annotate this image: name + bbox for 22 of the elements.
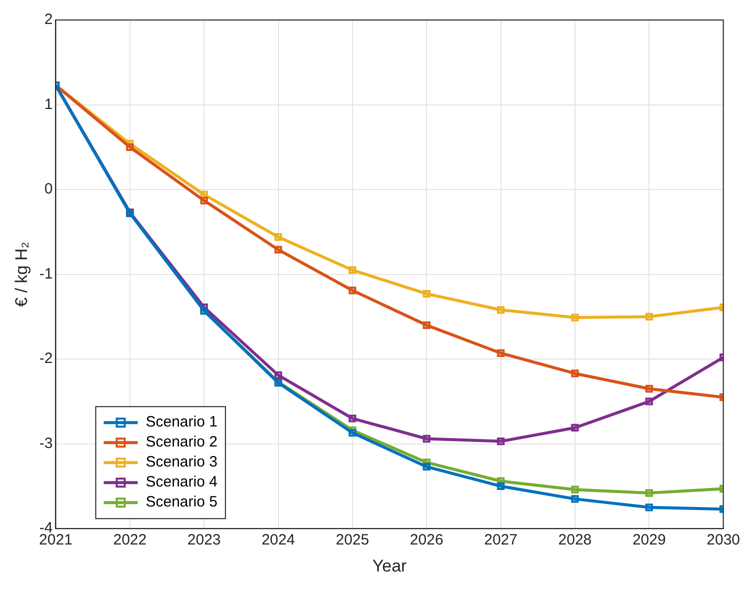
x-tick-label: 2029 [632,532,666,549]
x-tick-label: 2023 [187,532,221,549]
x-tick-label: 2025 [336,532,370,549]
x-tick-label: 2022 [113,532,147,549]
legend-label: Scenario 1 [146,414,218,431]
y-tick-label: 0 [44,180,53,198]
x-tick-label: 2024 [262,532,295,549]
y-tick-label: -3 [39,434,53,452]
y-tick-label: -1 [39,265,53,282]
legend-label: Scenario 2 [146,434,218,451]
x-tick-label: 2030 [706,532,740,549]
legend-label: Scenario 5 [146,494,218,511]
y-axis-title: € / kg H₂ [12,242,31,307]
x-axis-title: Year [372,556,408,576]
y-tick-label: 1 [44,96,53,113]
legend-label: Scenario 4 [146,474,218,491]
x-tick-label: 2027 [484,532,518,549]
y-tick-label: 2 [44,11,53,28]
y-tick-label: -2 [39,350,53,368]
legend-label: Scenario 3 [146,454,218,471]
x-tick-label: 2026 [410,532,444,549]
x-tick-label: 2028 [558,532,592,549]
